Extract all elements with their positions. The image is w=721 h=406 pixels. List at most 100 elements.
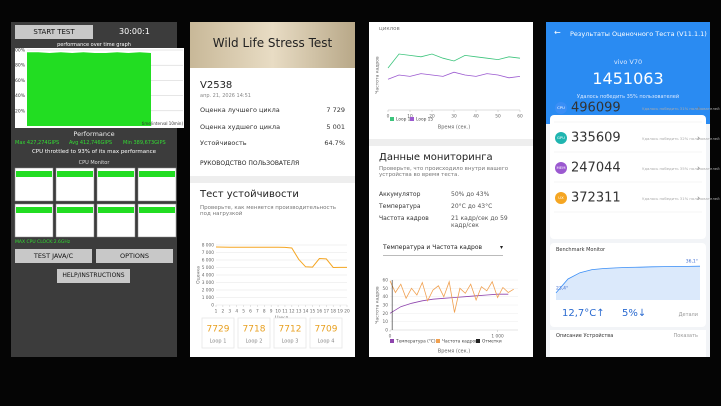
loop-box	[273, 317, 307, 349]
x-tick-label: 17	[324, 309, 330, 315]
stat: Max 427,274GIPS	[15, 140, 60, 146]
y-tick-label: 50	[383, 286, 389, 292]
y-tick-label: 60	[383, 278, 389, 284]
stress-app: Wild Life Stress Test V2538 апр. 21, 202…	[190, 22, 355, 357]
button[interactable]: TEST JAVA/C	[15, 249, 92, 263]
guide-link[interactable]: РУКОВОДСТВО ПОЛЬЗОВАТЕЛЯ	[200, 160, 300, 167]
row-label: Устойчивость	[200, 139, 247, 147]
back-icon[interactable]: ←	[554, 28, 561, 37]
y-tick-label: 6 000	[202, 258, 215, 264]
sub-icon	[555, 162, 567, 174]
y-tick-label: 20%	[15, 108, 26, 114]
y-tick-label: 2 000	[202, 288, 215, 294]
loop-label: Loop 1	[210, 339, 227, 345]
device-section: Описание Устройства	[556, 333, 614, 339]
loop-score: 7712	[279, 325, 302, 335]
throttle-note: CPU throttled to 93% of its max performa…	[31, 149, 157, 155]
dropdown[interactable]: Температура и Частота кадров ▾	[383, 244, 503, 256]
show-link[interactable]: Показать	[673, 333, 699, 339]
temp-area	[556, 266, 700, 300]
y-tick-label: 10	[383, 319, 389, 325]
x-tick-label: 13	[296, 309, 302, 315]
x-axis-label: Время (сек.)	[438, 349, 470, 355]
sub-icon	[555, 132, 567, 144]
data-line	[387, 71, 521, 80]
x-tick-label: 0	[389, 334, 392, 340]
row-value: 7 729	[326, 106, 345, 114]
x-tick-label: 7	[256, 309, 259, 315]
separator	[190, 176, 355, 183]
value-label: 23,4°	[556, 285, 568, 291]
core-load	[57, 207, 93, 213]
sub-score: 372311	[571, 191, 621, 206]
section-title: Данные мониторинга	[379, 152, 493, 163]
x-axis-label: Время (сек.)	[438, 125, 470, 131]
device: vivo V70	[613, 58, 643, 66]
loop-label: Loop 4	[318, 339, 335, 345]
device: V2538	[200, 80, 233, 91]
data-line	[387, 53, 521, 69]
details-link[interactable]: Детали	[678, 312, 698, 318]
x-axis-label: time(interval 10min)	[142, 121, 184, 126]
y-tick-label: 80%	[15, 63, 26, 69]
help-button[interactable]: HELP/INSTRUCTIONS	[57, 269, 130, 283]
x-tick-label: 14	[303, 309, 309, 315]
y-tick-label: 7 000	[202, 250, 215, 256]
legend-swatch	[436, 339, 440, 343]
score-note: Удалось победить 35% пользователей	[576, 94, 680, 100]
sub-score: 335609	[571, 131, 621, 146]
title: Результаты Оценочного Теста (V11.1.1)	[570, 30, 707, 38]
y-tick-label: 30	[383, 303, 389, 309]
total-score: 1451063	[592, 69, 664, 88]
x-tick-label: 12	[289, 309, 295, 315]
x-tick-label: 0	[387, 114, 390, 120]
button[interactable]: OPTIONS	[96, 249, 173, 263]
antutu-app: ← Результаты Оценочного Теста (V11.1.1) …	[546, 22, 710, 357]
start-button[interactable]: START TEST	[15, 25, 93, 39]
x-tick-label: 2	[222, 309, 225, 315]
monitor-app: циклов Данные мониторинга Проверьте, что…	[369, 22, 533, 357]
device-card	[550, 330, 706, 357]
x-tick-label: 18	[330, 309, 336, 315]
row-label: Частота кадров	[379, 215, 429, 222]
monitor-title: Benchmark Monitor	[556, 247, 606, 253]
x-tick-label: 10	[275, 309, 281, 315]
core-load	[98, 171, 134, 177]
monitor-title: CPU Monitor	[78, 160, 110, 166]
legend-swatch	[390, 339, 394, 343]
legend-label: Частота кадров	[442, 339, 478, 345]
row-value: 5 001	[326, 123, 345, 131]
sub-score: 247044	[571, 161, 621, 176]
legend-swatch	[390, 117, 394, 121]
stat: Avg 412,746GIPS	[69, 140, 113, 146]
x-tick-label: 50	[495, 114, 501, 120]
x-tick-label: 9	[270, 309, 273, 315]
x-tick-label: 10	[407, 114, 413, 120]
graph-title: performance over time graph	[57, 42, 131, 48]
loop-box	[237, 317, 271, 349]
core-load	[16, 171, 52, 177]
data-line	[215, 246, 347, 269]
x-tick-label: 11	[282, 309, 288, 315]
loop-score: 7709	[315, 325, 338, 335]
y-axis-label: Оценка	[196, 266, 202, 284]
x-tick-label: 20	[429, 114, 435, 120]
sub-tag: GPU	[557, 135, 565, 140]
y-tick-label: 40	[383, 294, 389, 300]
sub-tag: MEM	[557, 165, 566, 170]
y-tick-label: 100%	[12, 48, 26, 54]
x-tick-label: 60	[517, 114, 523, 120]
sub-icon	[555, 102, 567, 114]
x-tick-label: 8	[263, 309, 266, 315]
core-load	[57, 171, 93, 177]
y-tick-label: 1 000	[202, 295, 215, 301]
legend-label: Отметки	[482, 339, 502, 345]
x-tick-label: 1	[215, 309, 218, 315]
legend-label: Температура (°C)	[395, 339, 436, 345]
top-text: циклов	[379, 26, 400, 32]
loop-score: 7718	[243, 325, 266, 335]
value-label: 36,1°	[686, 259, 698, 265]
loop-score: 7729	[207, 325, 230, 335]
sub-score: 496099	[571, 101, 621, 116]
